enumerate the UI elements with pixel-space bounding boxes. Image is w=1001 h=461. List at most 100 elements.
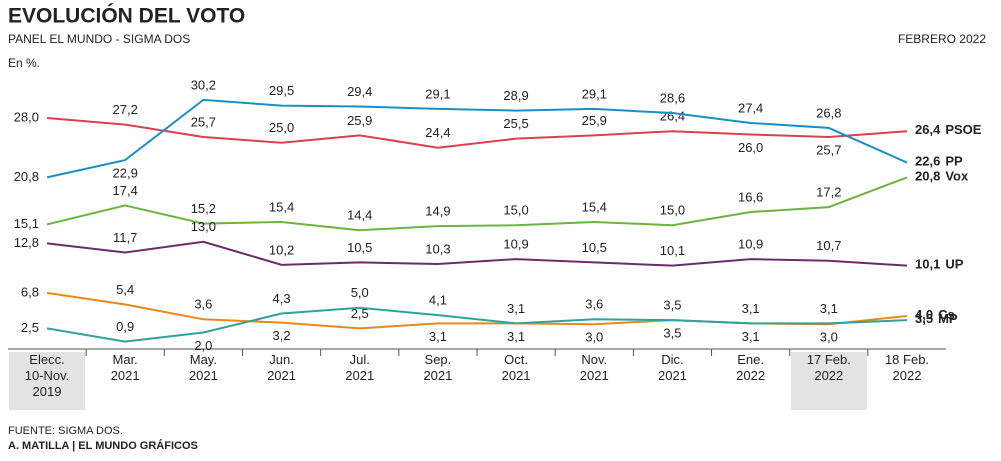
value-label: 10,2: [269, 242, 294, 257]
value-label: 10,7: [816, 238, 841, 253]
value-label: 13,0: [191, 219, 216, 234]
value-label: 14,4: [347, 208, 372, 223]
value-label: 28,6: [660, 90, 685, 105]
value-label: 6,8: [21, 284, 39, 299]
value-label: 12,8: [14, 235, 39, 250]
value-label: 3,5: [663, 298, 681, 313]
value-label: 10,9: [503, 237, 528, 252]
value-label: 10,1: [660, 243, 685, 258]
value-label: 28,0: [14, 109, 39, 124]
value-label: 2,5: [21, 320, 39, 335]
value-label: 20,8: [915, 169, 940, 184]
value-label: 25,7: [816, 142, 841, 157]
line: [46, 240, 908, 267]
value-label: 2,0: [194, 338, 212, 353]
credit: A. MATILLA | EL MUNDO GRÁFICOS: [8, 439, 198, 452]
value-label: 3,1: [507, 301, 525, 316]
x-tick-label: 17 Feb. 2022: [790, 352, 867, 410]
legend-label: PSOE: [945, 123, 981, 138]
value-label: 10,1: [915, 257, 940, 272]
x-tick-label: Dic. 2021: [657, 352, 687, 383]
value-label: 20,8: [14, 169, 39, 184]
value-label: 29,4: [347, 84, 372, 99]
source: FUENTE: SIGMA DOS.: [8, 425, 123, 437]
x-tick-label: Sep. 2021: [423, 352, 453, 383]
line: [46, 306, 908, 343]
chart-title: EVOLUCIÓN DEL VOTO: [8, 4, 245, 28]
value-label: 3,1: [742, 329, 760, 344]
x-tick-label: Oct. 2021: [501, 352, 531, 383]
value-label: 10,3: [425, 241, 450, 256]
value-label: 25,5: [503, 116, 528, 131]
line: [46, 117, 908, 149]
value-label: 3,1: [507, 329, 525, 344]
value-label: 22,6: [915, 154, 940, 169]
legend-label: MP: [938, 312, 958, 327]
subtitle: PANEL EL MUNDO - SIGMA DOS: [8, 32, 190, 46]
value-label: 16,6: [738, 189, 763, 204]
x-tick-label: Elecc. 10-Nov. 2019: [9, 352, 85, 410]
value-label: 25,7: [191, 114, 216, 129]
value-label: 10,5: [582, 240, 607, 255]
value-label: 15,4: [582, 199, 607, 214]
value-label: 3,5: [663, 326, 681, 341]
value-label: 3,6: [194, 297, 212, 312]
value-label: 10,9: [738, 237, 763, 252]
value-label: 3,1: [742, 301, 760, 316]
end-label: 4,0 Cs: [915, 307, 955, 322]
value-label: 17,4: [113, 183, 138, 198]
legend-label: Cs: [938, 307, 955, 322]
value-label: 15,2: [191, 201, 216, 216]
legend-label: PP: [945, 154, 963, 169]
value-label: 10,5: [347, 240, 372, 255]
legend-label: Vox: [945, 169, 969, 184]
value-label: 4,3: [273, 291, 291, 306]
line: [46, 176, 908, 232]
value-label: 5,4: [116, 282, 134, 297]
value-label: 3,0: [820, 330, 838, 345]
value-label: 25,9: [582, 113, 607, 128]
line: [46, 98, 908, 179]
value-label: 27,4: [738, 100, 763, 115]
value-label: 5,0: [351, 285, 369, 300]
end-label: 26,4 PSOE: [915, 123, 982, 138]
value-label: 30,2: [191, 77, 216, 92]
value-label: 4,0: [915, 307, 933, 322]
value-label: 15,0: [660, 203, 685, 218]
value-label: 26,0: [738, 140, 763, 155]
value-label: 25,9: [347, 113, 372, 128]
value-label: 26,4: [660, 109, 685, 124]
value-label: 29,5: [269, 83, 294, 98]
value-label: 22,9: [113, 166, 138, 181]
value-label: 3,1: [820, 301, 838, 316]
x-tick-label: Ene. 2022: [736, 352, 766, 383]
value-label: 4,1: [429, 293, 447, 308]
value-label: 27,2: [113, 102, 138, 117]
end-label: 3,5 MP: [915, 312, 958, 327]
value-label: 0,9: [116, 319, 134, 334]
value-label: 17,2: [816, 185, 841, 200]
value-label: 3,6: [585, 297, 603, 312]
end-label: 10,1 UP: [915, 257, 964, 272]
value-label: 26,4: [915, 123, 941, 138]
x-tick-label: Jul. 2021: [345, 352, 375, 383]
unit-label: En %.: [8, 56, 40, 70]
x-tick-label: Jun. 2021: [267, 352, 296, 383]
value-label: 15,1: [14, 216, 39, 231]
x-tick-label: May. 2021: [188, 352, 218, 383]
value-label: 15,4: [269, 199, 294, 214]
value-label: 28,9: [503, 88, 528, 103]
value-label: 14,9: [425, 204, 450, 219]
value-label: 15,0: [503, 203, 528, 218]
value-label: 3,2: [273, 328, 291, 343]
value-label: 25,0: [269, 120, 294, 135]
value-label: 3,0: [585, 330, 603, 345]
value-label: 3,1: [429, 329, 447, 344]
value-label: 26,8: [816, 105, 841, 120]
value-label: 29,1: [425, 86, 450, 101]
value-label: 24,4: [425, 125, 450, 140]
x-tick-label: Mar. 2021: [110, 352, 140, 383]
x-tick-label: 18 Feb. 2022: [884, 352, 930, 383]
